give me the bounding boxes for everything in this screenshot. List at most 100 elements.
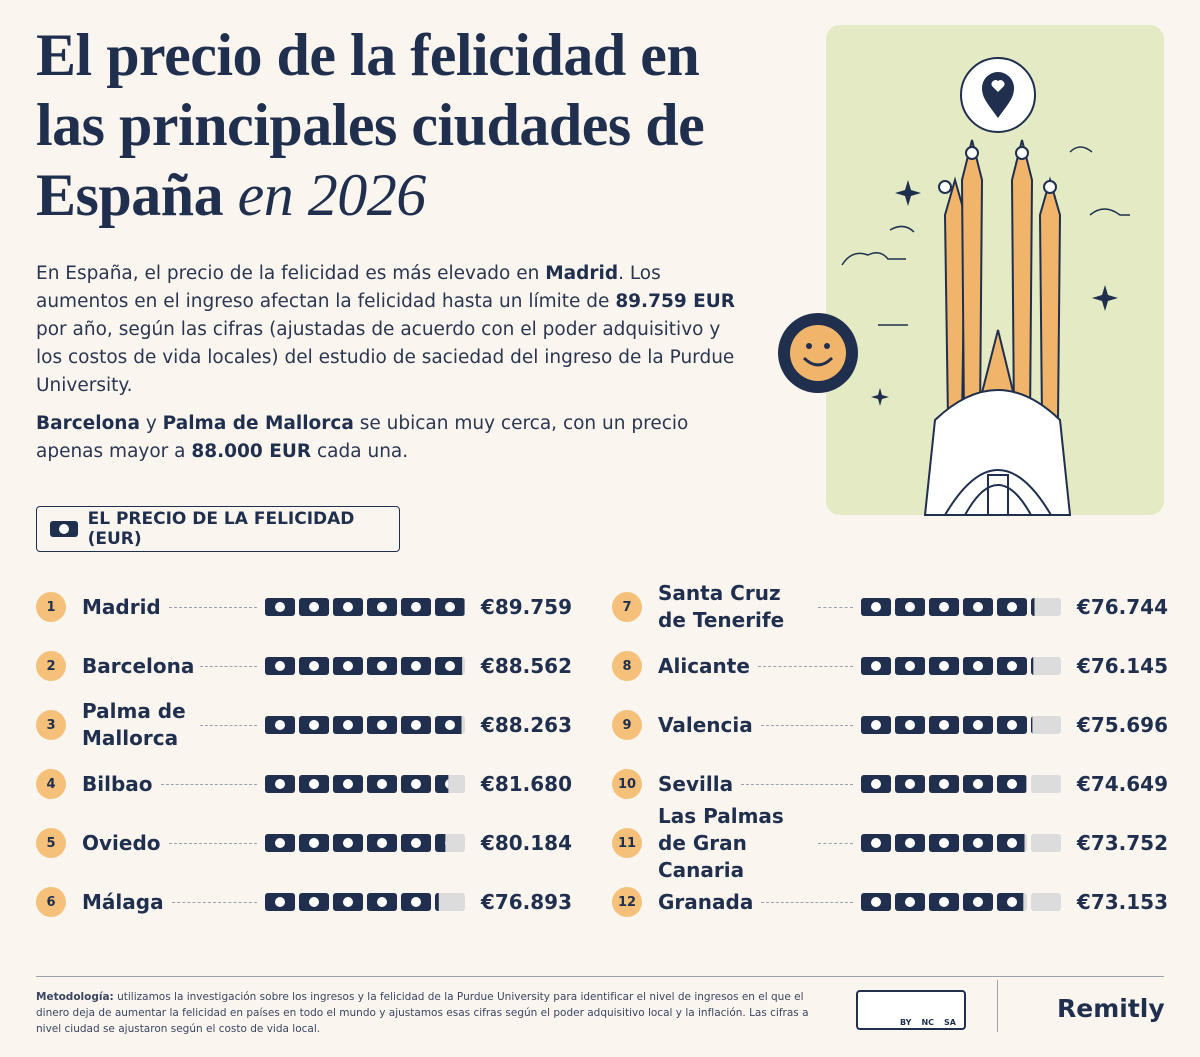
icon-empty [1030,716,1061,734]
icon-coin [342,720,353,730]
icon-coin [904,897,915,907]
money-icon [434,775,465,793]
icon-coin [972,838,983,848]
money-icon [366,893,397,911]
money-icon [400,775,431,793]
ranking-row: 9 Valencia €75.696 [612,697,1168,753]
icon-coin [410,720,421,730]
icon-coin [904,838,915,848]
money-icon [264,893,295,911]
ranking-row: 7 Santa Cruz de Tenerife €76.744 [612,579,1168,635]
icon-coin [342,661,353,671]
money-icon [928,657,959,675]
money-icon [332,834,363,852]
icon-coin [904,720,915,730]
intro-text: cada una. [311,441,409,462]
value-label: €80.184 [480,831,572,855]
icon-fill [996,775,1027,793]
leader [160,783,257,785]
money-icon [860,657,891,675]
rank-badge: 9 [612,710,642,740]
icon-coin [308,897,319,907]
icon-fill [366,716,397,734]
icon-fill [894,657,925,675]
icon-fill [962,657,993,675]
icon-fill [298,657,329,675]
money-icon [400,657,431,675]
icon-fill [928,834,959,852]
icon-fill [434,598,465,616]
pictogram [860,716,1061,734]
money-icon [894,716,925,734]
money-icon [962,775,993,793]
icon-coin [444,661,455,671]
money-icon [434,657,465,675]
icon-fill [962,775,993,793]
money-icon [1030,834,1061,852]
rank-badge: 12 [612,887,642,917]
money-icon [1030,893,1061,911]
rank-badge: 8 [612,651,642,681]
icon-empty [1030,775,1061,793]
icon-coin [938,779,949,789]
icon-fill [996,657,1027,675]
icon-fill [928,657,959,675]
icon-coin [410,779,421,789]
leader [200,665,257,667]
money-icon [962,657,993,675]
intro-text: Palma de Mallorca [162,413,354,434]
icon-fill [332,834,363,852]
icon-fill [1030,716,1033,734]
city-name: Bilbao [82,771,153,796]
value-label: €88.263 [480,713,572,737]
icon-coin [376,779,387,789]
intro-text: En España, el precio de la felicidad es … [36,263,546,284]
money-icon [400,598,431,616]
icon-coin [308,602,319,612]
money-icon [1030,598,1061,616]
icon-coin [870,779,881,789]
city-name: Granada [658,889,754,914]
icon-fill [298,598,329,616]
icon-fill [860,775,891,793]
city-name: Alicante [658,653,750,678]
icon-fill [894,775,925,793]
money-icon [928,598,959,616]
money-icon [332,775,363,793]
icon-coin [444,602,455,612]
license-tag: BY [900,1018,912,1027]
icon-fill [860,716,891,734]
money-icon [366,657,397,675]
icon-empty [1030,893,1061,911]
money-icon [264,834,295,852]
icon-coin [904,602,915,612]
ranking-row: 2 Barcelona €88.562 [36,638,572,694]
icon-fill [298,834,329,852]
ranking-row: 8 Alicante €76.145 [612,638,1168,694]
icon-coin [938,838,949,848]
icon-coin [972,779,983,789]
money-icon [1030,716,1061,734]
money-icon [332,893,363,911]
icon-coin [308,779,319,789]
icon-empty [1030,598,1061,616]
money-icon [962,834,993,852]
money-icon [366,716,397,734]
icon-coin [1006,661,1017,671]
money-icon [996,893,1027,911]
city-name: Palma de Mallorca [82,699,186,750]
value-label: €75.696 [1076,713,1168,737]
license: BY NC SA [856,990,966,1030]
intro-paragraph: Barcelona y Palma de Mallorca se ubican … [36,410,736,466]
money-icon [996,657,1027,675]
city-name: Barcelona [82,653,195,678]
value-label: €73.153 [1076,890,1168,914]
icon-fill [996,716,1027,734]
value-label: €76.893 [480,890,572,914]
icon-fill [860,657,891,675]
leader [168,842,257,844]
money-icon [434,598,465,616]
icon-coin [870,661,881,671]
license-tag: SA [944,1018,956,1027]
leader [818,842,853,844]
